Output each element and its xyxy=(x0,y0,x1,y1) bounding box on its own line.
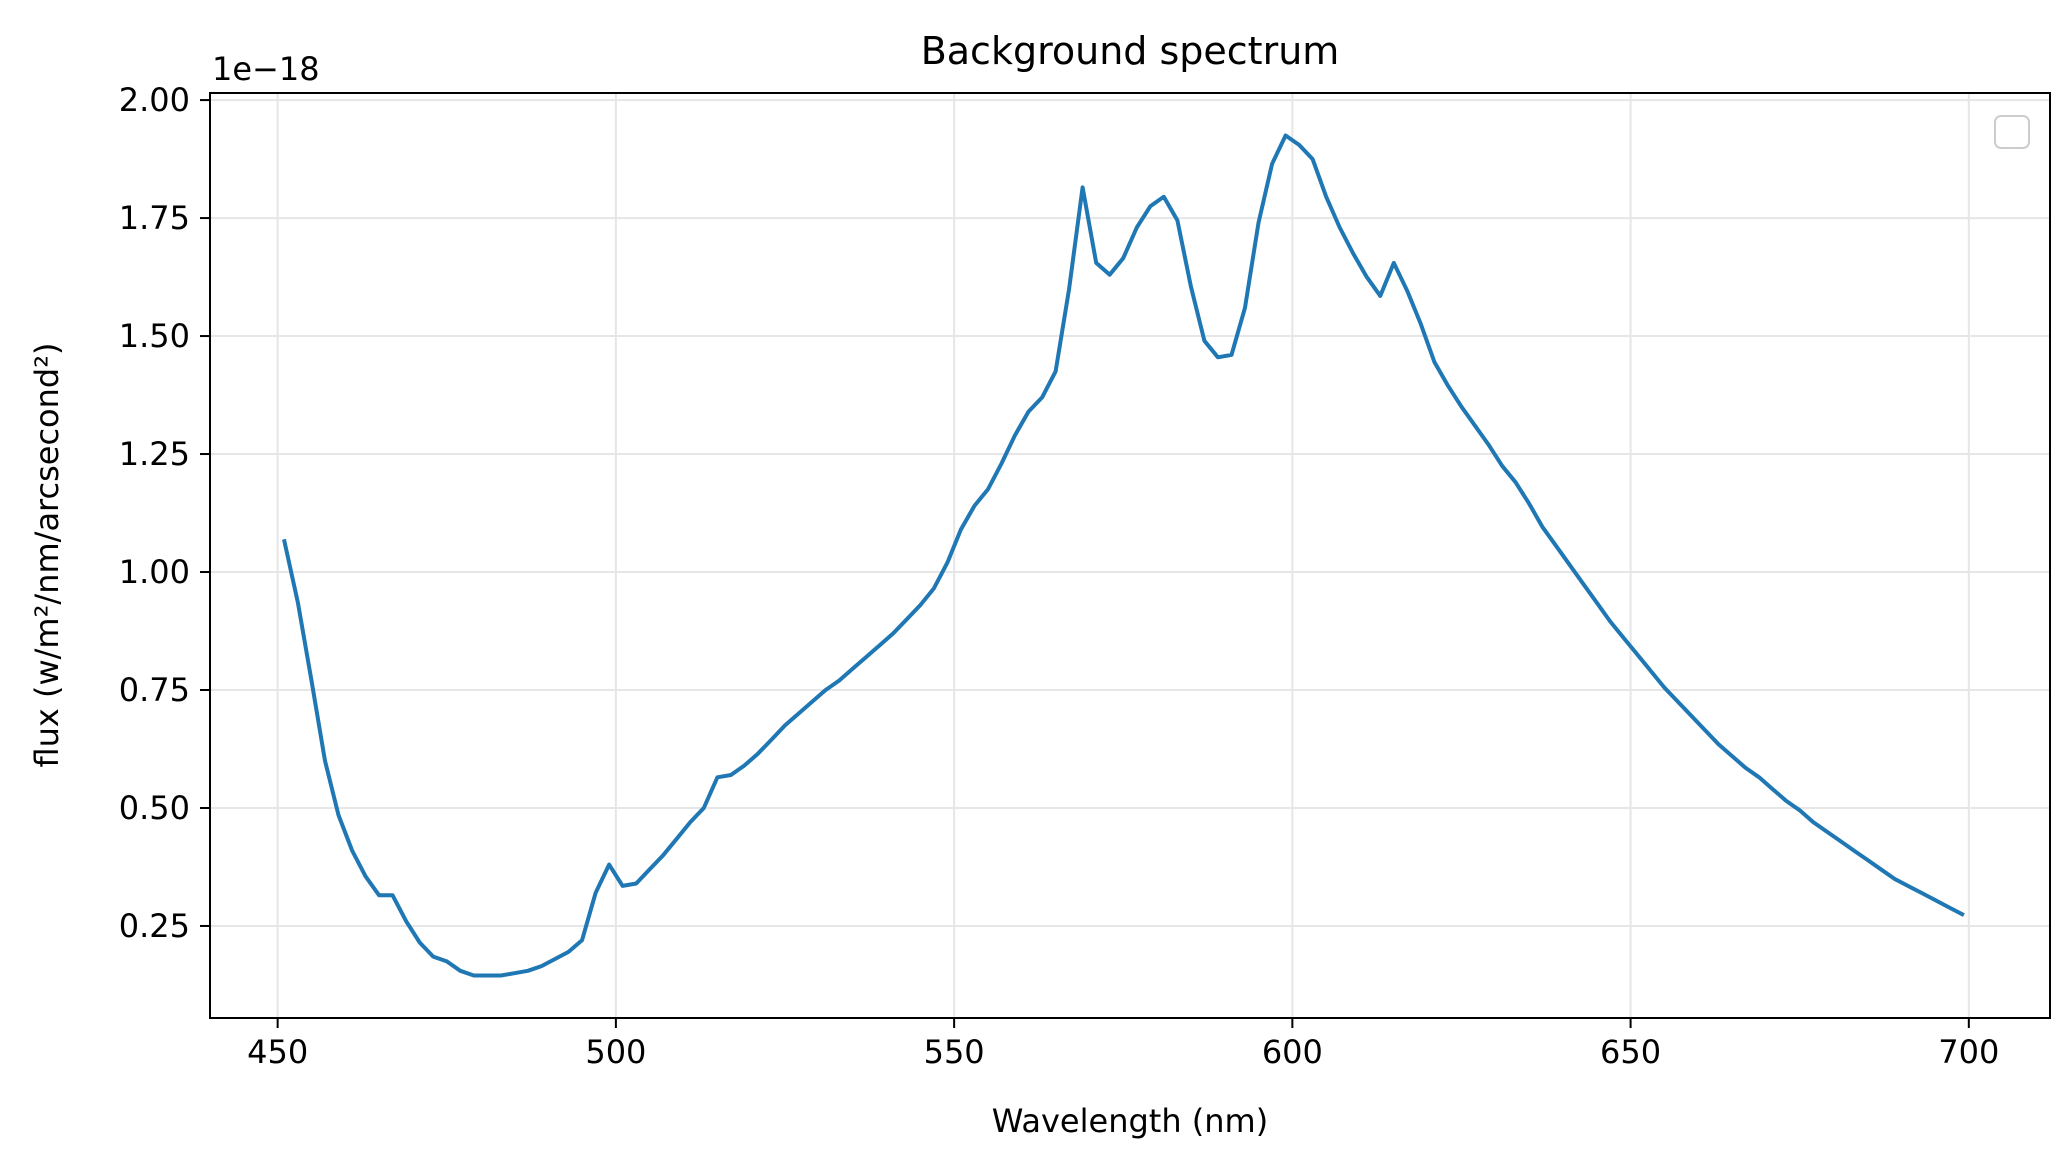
legend-box xyxy=(1994,115,2030,149)
x-tick-label: 550 xyxy=(924,1033,985,1071)
plot-frame xyxy=(209,92,2051,1019)
x-tick-label: 450 xyxy=(247,1033,308,1071)
x-tick-label: 500 xyxy=(585,1033,646,1071)
y-axis-label: flux (w/m²/nm/arcsecond²) xyxy=(28,342,66,767)
y-axis-ticks: 0.25 0.50 0.75 1.00 1.25 1.50 1.75 2.00 xyxy=(119,81,210,945)
y-tick-label: 0.50 xyxy=(119,789,190,827)
x-tick-label: 600 xyxy=(1262,1033,1323,1071)
y-tick-label: 0.75 xyxy=(119,671,190,709)
x-tick-label: 650 xyxy=(1600,1033,1661,1071)
series-group xyxy=(282,133,1965,978)
grid-lines xyxy=(210,93,2050,1018)
y-tick-label: 1.00 xyxy=(119,553,190,591)
x-axis-ticks: 450 500 550 600 650 700 xyxy=(247,1018,1999,1071)
x-tick-label: 700 xyxy=(1938,1033,1999,1071)
series-line xyxy=(282,133,1965,978)
y-tick-label: 1.50 xyxy=(119,317,190,355)
y-tick-label: 1.25 xyxy=(119,435,190,473)
x-axis-label: Wavelength (nm) xyxy=(992,1102,1268,1140)
y-tick-label: 2.00 xyxy=(119,81,190,119)
y-offset-label: 1e−18 xyxy=(212,50,320,88)
y-tick-label: 1.75 xyxy=(119,199,190,237)
chart-title: Background spectrum xyxy=(921,29,1340,73)
y-tick-label: 0.25 xyxy=(119,907,190,945)
